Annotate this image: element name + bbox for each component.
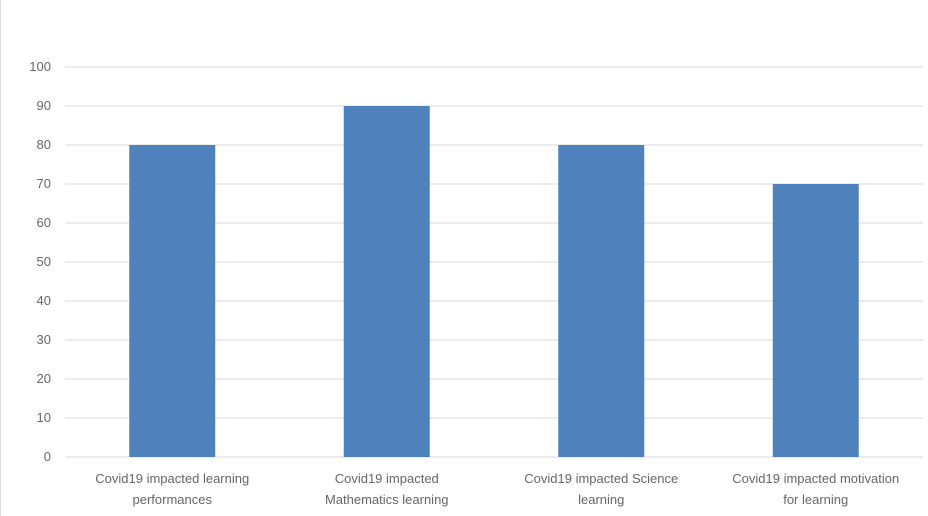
bar-4 — [772, 184, 859, 457]
y-tick-label-80: 80 — [37, 137, 51, 152]
x-category-label-3: Covid19 impacted Science learning — [524, 471, 678, 507]
y-tick-label-60: 60 — [37, 215, 51, 230]
bar-3 — [558, 145, 645, 457]
x-category-label-4: Covid19 impacted motivation for learning — [732, 471, 899, 507]
x-category-label-3-line-2: learning — [578, 492, 624, 507]
y-tick-label-50: 50 — [37, 254, 51, 269]
y-tick-label-70: 70 — [37, 176, 51, 191]
y-tick-label-10: 10 — [37, 410, 51, 425]
y-tick-label-40: 40 — [37, 293, 51, 308]
x-category-label-2-line-1: Covid19 impacted — [335, 471, 439, 486]
y-tick-label-30: 30 — [37, 332, 51, 347]
x-category-label-4-line-1: Covid19 impacted motivation — [732, 471, 899, 486]
y-tick-label-90: 90 — [37, 98, 51, 113]
y-tick-label-0: 0 — [44, 449, 51, 464]
x-category-label-1: Covid19 impacted learning performances — [95, 471, 249, 507]
x-category-label-2-line-2: Mathematics learning — [325, 492, 449, 507]
x-category-label-2: Covid19 impacted Mathematics learning — [325, 471, 449, 507]
y-tick-label-100: 100 — [29, 59, 51, 74]
x-category-label-3-line-1: Covid19 impacted Science — [524, 471, 678, 486]
y-tick-label-20: 20 — [37, 371, 51, 386]
bar-2 — [343, 106, 430, 457]
x-category-label-1-line-1: Covid19 impacted learning — [95, 471, 249, 486]
bar-1 — [129, 145, 216, 457]
x-category-label-4-line-2: for learning — [783, 492, 848, 507]
x-category-label-1-line-2: performances — [133, 492, 213, 507]
